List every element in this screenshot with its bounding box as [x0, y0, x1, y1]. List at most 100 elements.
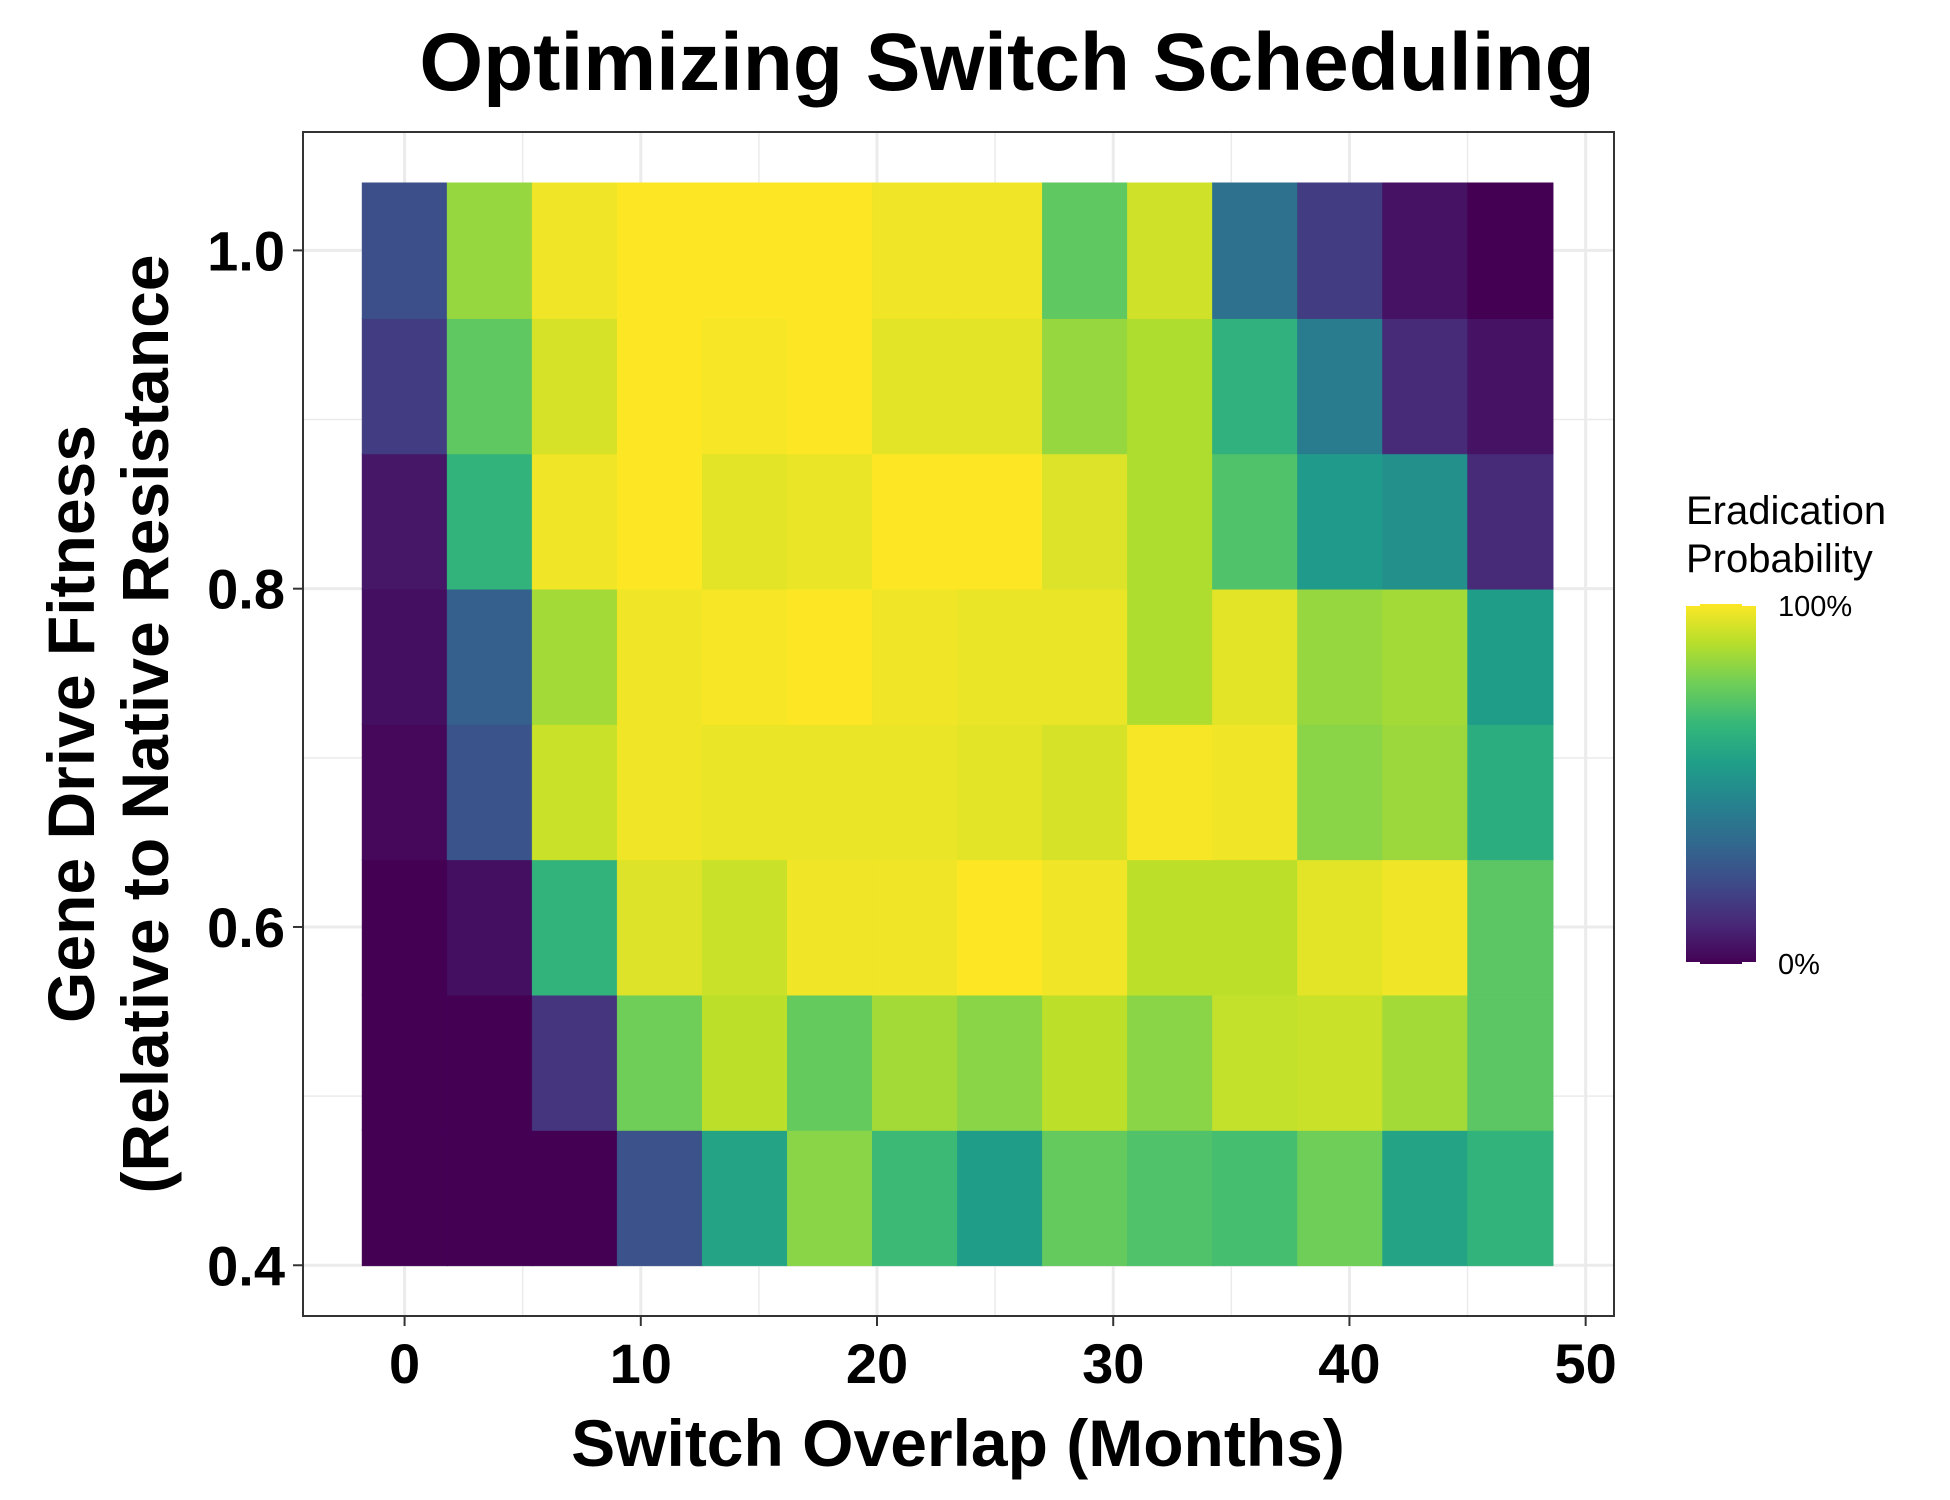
heatmap-cell [1297, 994, 1384, 1131]
heatmap-cell [1467, 859, 1554, 996]
colorbar-label-max: 100% [1778, 591, 1852, 623]
y-tick-label: 0.8 [207, 558, 285, 621]
heatmap-cell [1467, 1129, 1554, 1267]
heatmap-cell [1212, 994, 1299, 1131]
heatmap-cell [1212, 317, 1299, 455]
x-axis-ticks: 0 10 20 30 40 50 [389, 1316, 1617, 1395]
heatmap-cell [957, 453, 1044, 590]
x-tick-label: 0 [389, 1332, 420, 1395]
heatmap-cell [1042, 1129, 1129, 1267]
heatmap-cell [957, 859, 1044, 996]
heatmap-cell [701, 453, 789, 590]
colorbar [1686, 604, 1756, 964]
heatmap-cell [1382, 994, 1469, 1131]
heatmap-cell [616, 994, 704, 1131]
heatmap-cell [1212, 1129, 1299, 1267]
heatmap-cell [1212, 723, 1299, 861]
heatmap-cell [786, 588, 874, 725]
y-axis-ticks: 0.4 0.6 0.8 1.0 [207, 219, 303, 1297]
heatmap-cell [957, 994, 1044, 1131]
y-axis-title-line-1: Gene Drive Fitness [34, 425, 108, 1023]
y-axis-title: Gene Drive Fitness (Relative to Native R… [34, 254, 182, 1193]
x-tick-label: 20 [846, 1332, 908, 1395]
heatmap-cell [957, 317, 1044, 455]
heatmap-cell [701, 317, 789, 455]
heatmap-cell [361, 588, 448, 725]
heatmap-cell [361, 182, 448, 319]
heatmap-cell [1382, 317, 1469, 455]
heatmap-cell [1297, 723, 1384, 861]
heatmap-cell [701, 994, 789, 1131]
heatmap-cell [1042, 182, 1129, 319]
heatmap-cell [701, 1129, 789, 1267]
heatmap-cell [446, 317, 533, 455]
heatmap-cell [872, 859, 959, 996]
heatmap-cell [531, 588, 619, 725]
heatmap-cell [616, 859, 704, 996]
heatmap-cell [1467, 182, 1554, 319]
heatmap-cell [786, 994, 874, 1131]
heatmap-cell [361, 859, 448, 996]
heatmap-cell [786, 859, 874, 996]
heatmap-cell [786, 723, 874, 861]
heatmap-cell [786, 182, 874, 319]
heatmap-cell [531, 1129, 619, 1267]
heatmap-cell [1127, 317, 1214, 455]
heatmap-cell [1042, 859, 1129, 996]
heatmap-cell [1042, 317, 1129, 455]
heatmap-cell [616, 182, 704, 319]
heatmap-cell [701, 182, 789, 319]
colorbar-title-line-1: Eradication [1686, 489, 1886, 533]
heatmap-cell [446, 1129, 533, 1267]
heatmap-cell [446, 588, 533, 725]
heatmap-cell [1127, 859, 1214, 996]
heatmap-cell [872, 1129, 959, 1267]
heatmap-cell [1382, 1129, 1469, 1267]
heatmap-cell [361, 453, 448, 590]
heatmap-cell [1467, 588, 1554, 725]
plot-panel [302, 131, 1615, 1317]
colorbar-label-min: 0% [1778, 949, 1820, 981]
heatmap-cell [446, 182, 533, 319]
heatmap-cell [872, 994, 959, 1131]
heatmap-cell [1297, 317, 1384, 455]
heatmap-cell [1127, 723, 1214, 861]
heatmap-cell [446, 859, 533, 996]
heatmap-cell [616, 1129, 704, 1267]
heatmap-cell [1212, 453, 1299, 590]
heatmap-cell [957, 182, 1044, 319]
heatmap-cell [957, 588, 1044, 725]
colorbar-legend: Eradication Probability 100% 0% [1686, 489, 1886, 981]
heatmap-cell [616, 723, 704, 861]
heatmap-cell [616, 317, 704, 455]
heatmap-cells [361, 182, 1554, 1267]
heatmap-cell [361, 994, 448, 1131]
heatmap-cell [872, 317, 959, 455]
heatmap-cell [531, 723, 619, 861]
heatmap-cell [1212, 859, 1299, 996]
heatmap-cell [1467, 723, 1554, 861]
x-axis-title: Switch Overlap (Months) [571, 1406, 1345, 1480]
heatmap-cell [1297, 1129, 1384, 1267]
heatmap-cell [616, 453, 704, 590]
heatmap-cell [786, 453, 874, 590]
heatmap-cell [616, 588, 704, 725]
heatmap-cell [361, 723, 448, 861]
heatmap-cell [531, 317, 619, 455]
heatmap-cell [701, 859, 789, 996]
heatmap-cell [701, 588, 789, 725]
heatmap-cell [446, 994, 533, 1131]
heatmap-cell [1467, 453, 1554, 590]
heatmap-cell [1382, 588, 1469, 725]
heatmap-cell [1467, 994, 1554, 1131]
heatmap-cell [1382, 453, 1469, 590]
heatmap-cell [1297, 182, 1384, 319]
heatmap-cell [957, 723, 1044, 861]
heatmap-cell [1127, 453, 1214, 590]
panel-border [302, 131, 1615, 1317]
heatmap-cell [957, 1129, 1044, 1267]
heatmap-cell [1127, 1129, 1214, 1267]
x-tick-label: 10 [610, 1332, 672, 1395]
heatmap-cell [1297, 453, 1384, 590]
